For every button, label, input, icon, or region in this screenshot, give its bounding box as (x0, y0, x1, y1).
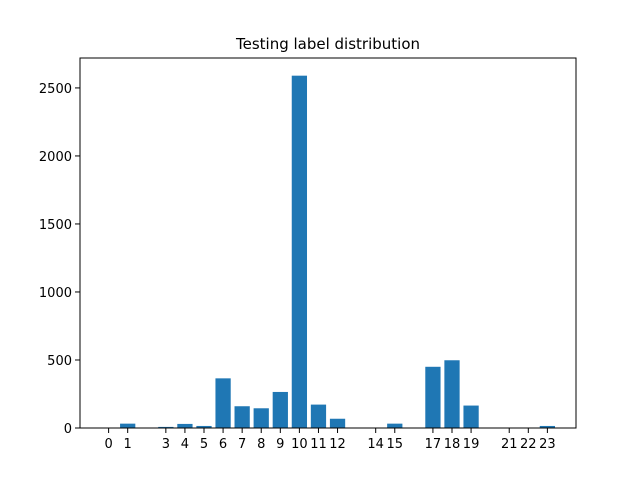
y-tick-label: 1500 (39, 218, 72, 233)
x-tick-label: 11 (310, 437, 327, 452)
bar-7 (234, 406, 250, 428)
y-tick-label: 2500 (39, 82, 72, 97)
bar-12 (329, 418, 346, 428)
x-tick-label: 4 (181, 437, 189, 452)
x-tick-label: 0 (104, 437, 112, 452)
x-tick-label: 17 (425, 437, 442, 452)
bar-8 (253, 408, 269, 428)
y-axis: 0 500 1000 1500 2000 2500 (39, 82, 80, 437)
x-tick-label: 7 (238, 437, 246, 452)
x-tick-label: 5 (200, 437, 208, 452)
y-tick-label: 0 (64, 422, 72, 437)
plot-frame (79, 57, 577, 429)
y-tick-label: 2000 (39, 150, 72, 165)
x-tick-label: 9 (276, 437, 284, 452)
bar-10 (291, 75, 308, 429)
x-tick-label: 14 (367, 437, 384, 452)
x-tick-label: 10 (291, 437, 308, 452)
x-tick-label: 1 (124, 437, 132, 452)
bar-9 (272, 391, 288, 428)
y-tick-label: 500 (47, 354, 72, 369)
x-axis: 0 1 3 4 5 6 7 8 9 10 11 12 14 15 17 18 19 21 22 23 (104, 428, 556, 452)
bar-1 (120, 423, 136, 428)
bar-23 (539, 425, 556, 428)
x-tick-label: 6 (219, 437, 227, 452)
x-tick-label: 8 (257, 437, 265, 452)
x-tick-label: 18 (444, 437, 461, 452)
bar-6 (215, 378, 231, 428)
x-tick-label: 15 (386, 437, 403, 452)
bar-11 (310, 404, 327, 428)
bar-19 (463, 405, 479, 428)
x-tick-label: 19 (463, 437, 480, 452)
bar-3 (158, 426, 174, 428)
bar-15 (387, 423, 403, 428)
x-tick-label: 3 (162, 437, 170, 452)
x-tick-label: 12 (329, 437, 346, 452)
bar-18 (444, 360, 460, 428)
x-tick-label: 22 (520, 437, 537, 452)
chart-title: Testing label distribution (235, 35, 420, 53)
x-tick-label: 21 (501, 437, 518, 452)
bar-17 (425, 366, 441, 428)
y-tick-label: 1000 (39, 286, 72, 301)
bars-group (100, 75, 556, 429)
bar-5 (196, 425, 212, 428)
bar-4 (177, 423, 193, 428)
x-tick-label: 23 (539, 437, 556, 452)
